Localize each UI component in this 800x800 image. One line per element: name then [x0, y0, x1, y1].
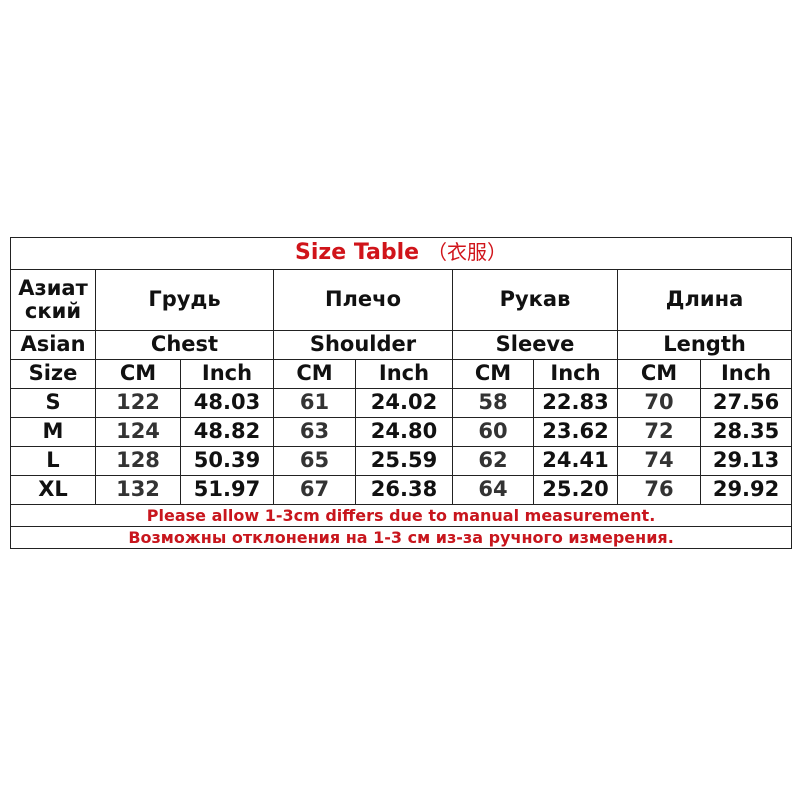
unit-header: Inch	[533, 359, 618, 389]
value-cell: 76	[617, 475, 701, 505]
value-cell: 70	[617, 388, 701, 418]
value-cell: 62	[452, 446, 534, 476]
value-cell: 24.41	[533, 446, 618, 476]
value-cell: 29.13	[699, 446, 793, 476]
unit-header: CM	[95, 359, 181, 389]
title-sub: （衣服）	[427, 240, 508, 265]
header-en-sleeve: Sleeve	[452, 330, 618, 360]
value-cell: 24.80	[355, 417, 453, 447]
unit-header: CM	[273, 359, 356, 389]
header-ru-length: Длина	[616, 269, 793, 331]
value-cell: 122	[95, 388, 181, 418]
size-cell: S	[10, 388, 96, 418]
table-row: M 124 48.82 63 24.80 60 23.62 72 28.35	[10, 417, 793, 447]
value-cell: 29.92	[699, 475, 793, 505]
value-cell: 128	[95, 446, 181, 476]
unit-header: CM	[452, 359, 534, 389]
table-title: Size Table （衣服）	[9, 237, 793, 270]
value-cell: 24.02	[355, 388, 453, 418]
unit-row: Size CM Inch CM Inch CM Inch CM Inch	[10, 359, 793, 389]
unit-header: Inch	[355, 359, 453, 389]
table-row: L 128 50.39 65 25.59 62 24.41 74 29.13	[10, 446, 793, 476]
header-ru-size: Азиат ский	[10, 269, 96, 331]
value-cell: 28.35	[699, 417, 793, 447]
header-en-shoulder: Shoulder	[273, 330, 453, 360]
value-cell: 50.39	[180, 446, 274, 476]
value-cell: 26.38	[355, 475, 453, 505]
value-cell: 60	[452, 417, 534, 447]
value-cell: 48.03	[180, 388, 274, 418]
value-cell: 74	[617, 446, 701, 476]
value-cell: 51.97	[180, 475, 274, 505]
title-main: Size Table	[295, 240, 420, 266]
value-cell: 72	[617, 417, 701, 447]
size-cell: XL	[10, 475, 96, 505]
size-cell: M	[10, 417, 96, 447]
value-cell: 58	[452, 388, 534, 418]
header-ru-shoulder: Плечо	[273, 269, 453, 331]
value-cell: 25.59	[355, 446, 453, 476]
unit-header: Inch	[699, 359, 793, 389]
size-cell: L	[10, 446, 96, 476]
header-ru-chest: Грудь	[95, 269, 274, 331]
table-row: S 122 48.03 61 24.02 58 22.83 70 27.56	[10, 388, 793, 418]
note-ru: Возможны отклонения на 1-3 см из-за ручн…	[9, 526, 793, 549]
value-cell: 22.83	[533, 388, 618, 418]
value-cell: 64	[452, 475, 534, 505]
table-row: XL 132 51.97 67 26.38 64 25.20 76 29.92	[10, 475, 793, 505]
header-ru-sleeve: Рукав	[452, 269, 618, 331]
header-en-chest: Chest	[95, 330, 274, 360]
value-cell: 25.20	[533, 475, 618, 505]
value-cell: 132	[95, 475, 181, 505]
size-table: Size Table （衣服） Азиат ский Грудь Плечо Ру…	[9, 237, 793, 549]
unit-header: Inch	[180, 359, 274, 389]
value-cell: 63	[273, 417, 356, 447]
note-en: Please allow 1-3cm differs due to manual…	[9, 504, 793, 527]
header-en-size: Asian	[10, 330, 96, 360]
value-cell: 65	[273, 446, 356, 476]
value-cell: 23.62	[533, 417, 618, 447]
header-en-length: Length	[616, 330, 793, 360]
value-cell: 27.56	[699, 388, 793, 418]
value-cell: 124	[95, 417, 181, 447]
value-cell: 67	[273, 475, 356, 505]
value-cell: 61	[273, 388, 356, 418]
unit-header: CM	[617, 359, 701, 389]
unit-header: Size	[10, 359, 96, 389]
value-cell: 48.82	[180, 417, 274, 447]
